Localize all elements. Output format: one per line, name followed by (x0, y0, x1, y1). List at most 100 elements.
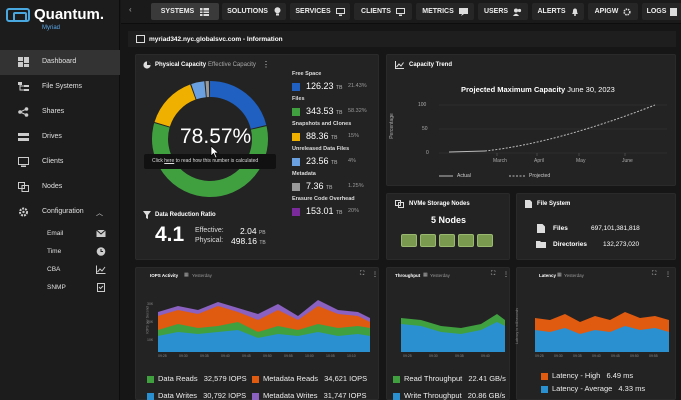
files-value: 697,101,381,818 (591, 225, 640, 232)
sidebar-item-file-systems[interactable]: File Systems (0, 75, 120, 100)
tab-logs[interactable]: LOGS (642, 3, 681, 20)
throughput-chart (401, 314, 505, 352)
legend-item[interactable]: Latency - Average 4.33 ms (541, 384, 645, 393)
nvme-node-box[interactable] (401, 234, 417, 247)
sidebar-subitem-snmp[interactable]: SNMP (0, 279, 120, 297)
tab-alerts[interactable]: ALERTS (532, 3, 584, 20)
pie-chart-icon (143, 61, 151, 69)
legend-value: 32,579 IOPS (203, 374, 247, 383)
folder-icon (536, 241, 546, 248)
x-tick-label: 10:00 (305, 354, 314, 358)
sidebar-item-dashboard[interactable]: Dashboard (0, 50, 120, 75)
trend-chart-title-text: Projected Maximum Capacity (461, 85, 566, 94)
nvme-node-box[interactable] (420, 234, 436, 247)
legend-item[interactable]: Write Throughput 20.86 GB/s (393, 391, 505, 400)
sidebar-subitem-cba[interactable]: CBA (0, 261, 120, 279)
tooltip-link[interactable]: here (164, 158, 175, 164)
legend-item[interactable]: Metadata Reads 34,621 IOPS (252, 374, 367, 383)
nvme-node-box[interactable] (477, 234, 493, 247)
tab-solutions[interactable]: SOLUTIONS (222, 3, 286, 20)
stat-number: 88.36 (306, 131, 329, 141)
filter-icon (143, 211, 151, 219)
sidebar-item-drives[interactable]: Drives (0, 125, 120, 150)
x-tick-label: 09:35 (200, 354, 209, 358)
legend-swatch (541, 385, 548, 393)
more-options-icon[interactable]: ⋮ (372, 272, 378, 278)
x-tick-label: 09:35 (573, 354, 582, 358)
legend-item[interactable]: Read Throughput 22.41 GB/s (393, 374, 506, 383)
calendar-icon[interactable]: ▦ (423, 272, 428, 278)
file-tree-icon (18, 82, 29, 91)
legend-label: Read Throughput (404, 374, 463, 383)
stat-color-swatch (292, 158, 300, 166)
legend-item[interactable]: Data Reads 32,579 IOPS (147, 374, 247, 383)
legend-swatch (252, 392, 259, 400)
throughput-panel: Throughput ▦ Yesterday ⛶ ⋮ 09:25 09:30 09:… (386, 267, 510, 400)
grid-icon (200, 7, 210, 16)
tab-apigw[interactable]: APIGW (588, 3, 638, 20)
filesystem-panel: File System Files 697,101,381,818 Direct… (516, 193, 676, 260)
mail-icon (96, 229, 106, 237)
legend-item[interactable]: Metadata Writes 31,747 IOPS (252, 391, 367, 400)
projected-line (484, 104, 656, 152)
sidebar-subitem-time[interactable]: Time (0, 243, 120, 261)
capacity-donut (152, 81, 268, 197)
legend-value: 22.41 GB/s (468, 374, 506, 383)
sidebar-item-shares[interactable]: Shares (0, 100, 120, 125)
tooltip-text-post: to read how this number is calculated (174, 158, 259, 164)
expand-icon[interactable]: ⛶ (360, 271, 365, 277)
tab-metrics[interactable]: METRICS (416, 3, 474, 20)
latency-panel: Latency ▦ Yesterday ⛶ ⋮ Latency in milli… (515, 267, 676, 400)
sidebar-item-configuration[interactable]: Configuration ︿ (0, 200, 120, 225)
iops-ytick: 10K (147, 338, 154, 342)
nvme-node-boxes (401, 234, 493, 247)
x-tick-label: 09:50 (263, 354, 272, 358)
nvme-node-box[interactable] (458, 234, 474, 247)
stat-number: 126.23 (306, 81, 334, 91)
stat-number: 343.53 (306, 106, 334, 116)
tab-systems[interactable]: SYSTEMS (151, 3, 219, 20)
stat-label: Snapshots and Clones (292, 121, 352, 127)
tab-services[interactable]: SERVICES (290, 3, 350, 20)
legend-value: 30,792 IOPS (203, 391, 247, 400)
effective-capacity-toggle[interactable]: Effective Capacity (208, 62, 256, 68)
sidebar-item-label: Dashboard (42, 58, 77, 65)
trend-xtick: June (622, 158, 633, 164)
more-options-icon[interactable]: ⋮ (262, 60, 270, 69)
throughput-range[interactable]: Yesterday (430, 273, 450, 278)
quantum-logo[interactable]: Quantum. Myriad (6, 6, 116, 36)
trend-ytick-100: 100 (418, 102, 427, 108)
sidebar-item-clients[interactable]: Clients (0, 150, 120, 175)
more-options-icon[interactable]: ⋮ (665, 272, 671, 278)
chevron-up-icon[interactable]: ︿ (96, 210, 103, 217)
sidebar-subitem-label: Email (47, 230, 64, 237)
more-options-icon[interactable]: ⋮ (503, 272, 509, 278)
tab-clients[interactable]: CLIENTS (354, 3, 412, 20)
sidebar-subitem-email[interactable]: Email (0, 225, 120, 243)
latency-range[interactable]: Yesterday (564, 273, 584, 278)
sidebar-item-label: Nodes (42, 183, 63, 190)
legend-item[interactable]: Data Writes 30,792 IOPS (147, 391, 246, 400)
series-latency-average (535, 326, 669, 352)
capacity-title: Physical Capacity (155, 62, 207, 68)
stat-label: Files (292, 96, 305, 102)
file-icon (537, 224, 545, 233)
legend-label: Write Throughput (404, 391, 462, 400)
back-chevron-icon[interactable]: ‹ (129, 5, 132, 14)
x-tick-label: 09:25 (403, 354, 412, 358)
stat-label: Free Space (292, 71, 322, 77)
legend-item[interactable]: Latency - High 6.49 ms (541, 371, 633, 380)
calendar-icon[interactable]: ▦ (557, 272, 562, 278)
sidebar-item-nodes[interactable]: Nodes (0, 175, 120, 200)
tab-users[interactable]: USERS (478, 3, 528, 20)
expand-icon[interactable]: ⛶ (491, 271, 496, 277)
x-tick-label: 09:50 (630, 354, 639, 358)
expand-icon[interactable]: ⛶ (652, 271, 657, 277)
iops-range[interactable]: Yesterday (192, 273, 212, 278)
calendar-icon[interactable]: ▦ (184, 272, 189, 278)
nvme-node-box[interactable] (439, 234, 455, 247)
donut-segment (191, 81, 207, 100)
tab-label: LOGS (646, 8, 667, 15)
legend-label: Latency - Average (552, 384, 613, 393)
stat-value: 7.36 TB (306, 181, 332, 191)
